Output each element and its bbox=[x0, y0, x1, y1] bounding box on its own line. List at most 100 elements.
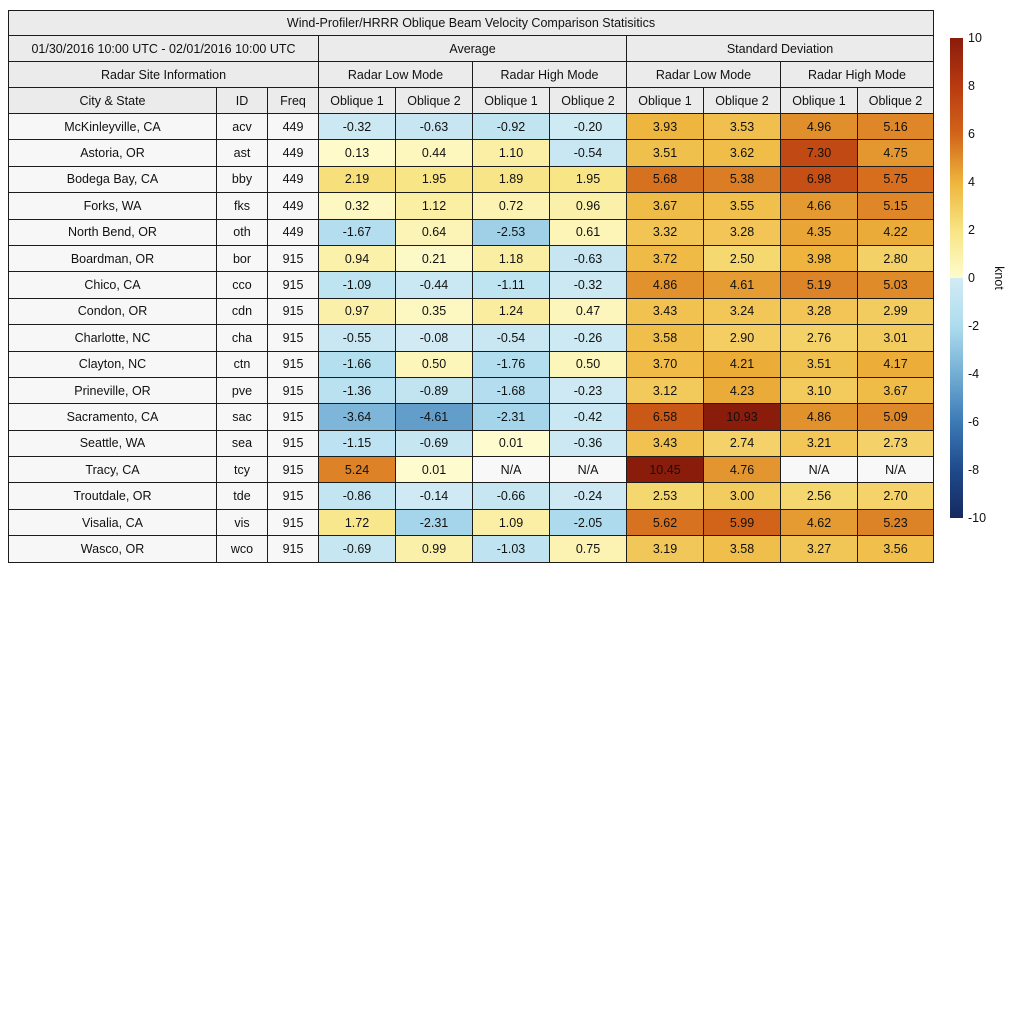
freq-cell: 915 bbox=[267, 403, 319, 431]
value-cell: 5.15 bbox=[857, 192, 934, 220]
value-cell: 3.67 bbox=[857, 376, 934, 405]
colorbar-tick-label: -2 bbox=[968, 319, 980, 333]
value-cell: 3.19 bbox=[626, 535, 704, 563]
value-cell: 0.97 bbox=[318, 297, 396, 326]
date-range-label: 01/30/2016 10:00 UTC - 02/01/2016 10:00 … bbox=[8, 35, 319, 62]
city-cell: Chico, CA bbox=[8, 271, 217, 299]
value-cell: 2.53 bbox=[626, 482, 704, 510]
value-cell: 5.62 bbox=[626, 508, 704, 537]
value-cell: -2.53 bbox=[472, 218, 550, 246]
value-cell: 3.32 bbox=[626, 218, 704, 246]
value-cell: 3.53 bbox=[703, 112, 781, 141]
colorbar-tick-label: 4 bbox=[968, 175, 975, 189]
colorbar-tick-label: 2 bbox=[968, 223, 975, 237]
city-cell: Tracy, CA bbox=[8, 456, 217, 484]
value-cell: 3.21 bbox=[780, 429, 858, 458]
table-row: McKinleyville, CA acv 449 -0.32 -0.63 -0.92 -0… bbox=[8, 112, 934, 141]
std-low-mode-header: Radar Low Mode bbox=[626, 61, 781, 88]
city-cell: Seattle, WA bbox=[8, 429, 217, 458]
value-cell: 6.98 bbox=[780, 165, 858, 194]
col-header-freq: Freq bbox=[267, 87, 319, 114]
value-cell: 2.19 bbox=[318, 165, 396, 194]
value-cell: 5.38 bbox=[703, 165, 781, 194]
id-cell: ast bbox=[216, 139, 268, 167]
colorbar-tick-label: -10 bbox=[968, 511, 987, 525]
value-cell: -0.66 bbox=[472, 482, 550, 510]
value-cell: 4.22 bbox=[857, 218, 934, 246]
value-cell: 0.96 bbox=[549, 192, 627, 220]
id-cell: wco bbox=[216, 535, 268, 563]
value-cell: 5.75 bbox=[857, 165, 934, 194]
value-cell: 1.72 bbox=[318, 508, 396, 537]
city-cell: Wasco, OR bbox=[8, 535, 217, 563]
value-cell: 1.18 bbox=[472, 244, 550, 273]
value-cell: -0.55 bbox=[318, 324, 396, 352]
value-cell: 4.96 bbox=[780, 112, 858, 141]
avg-high-mode-header: Radar High Mode bbox=[472, 61, 627, 88]
value-cell: 0.50 bbox=[395, 350, 473, 378]
value-cell: 4.23 bbox=[703, 376, 781, 405]
colorbar-axis-label: knot bbox=[992, 266, 1006, 290]
value-cell: 3.43 bbox=[626, 429, 704, 458]
value-cell: -0.32 bbox=[549, 271, 627, 299]
value-cell: -4.61 bbox=[395, 403, 473, 431]
group-header-row: 01/30/2016 10:00 UTC - 02/01/2016 10:00 … bbox=[8, 35, 934, 62]
id-cell: ctn bbox=[216, 350, 268, 378]
value-cell: 5.23 bbox=[857, 508, 934, 537]
value-cell: -1.36 bbox=[318, 376, 396, 405]
value-cell: 2.70 bbox=[857, 482, 934, 510]
value-cell: -1.03 bbox=[472, 535, 550, 563]
value-cell: -0.23 bbox=[549, 376, 627, 405]
col-header-oblique1: Oblique 1 bbox=[626, 87, 704, 114]
freq-cell: 915 bbox=[267, 297, 319, 326]
freq-cell: 915 bbox=[267, 508, 319, 537]
value-cell: 0.99 bbox=[395, 535, 473, 563]
col-header-oblique1: Oblique 1 bbox=[318, 87, 396, 114]
value-cell: 4.66 bbox=[780, 192, 858, 220]
id-cell: tde bbox=[216, 482, 268, 510]
table-row: Prineville, OR pve 915 -1.36 -0.89 -1.68 -0.23… bbox=[8, 376, 934, 405]
colorbar-tick-label: 0 bbox=[968, 271, 975, 285]
average-group-header: Average bbox=[318, 35, 627, 62]
value-cell: 5.99 bbox=[703, 508, 781, 537]
value-cell: 2.50 bbox=[703, 244, 781, 273]
freq-cell: 915 bbox=[267, 429, 319, 458]
freq-cell: 449 bbox=[267, 218, 319, 246]
value-cell: 5.16 bbox=[857, 112, 934, 141]
value-cell: 0.94 bbox=[318, 244, 396, 273]
table-row: Chico, CA cco 915 -1.09 -0.44 -1.11 -0.32 4.86 4… bbox=[8, 271, 934, 299]
colorbar-tick-label: -8 bbox=[968, 463, 980, 477]
value-cell: 3.70 bbox=[626, 350, 704, 378]
city-cell: Forks, WA bbox=[8, 192, 217, 220]
freq-cell: 449 bbox=[267, 165, 319, 194]
value-cell: 0.72 bbox=[472, 192, 550, 220]
value-cell: 1.09 bbox=[472, 508, 550, 537]
value-cell: 2.76 bbox=[780, 324, 858, 352]
value-cell: -1.68 bbox=[472, 376, 550, 405]
value-cell: -0.20 bbox=[549, 112, 627, 141]
value-cell: -0.26 bbox=[549, 324, 627, 352]
value-cell: -0.92 bbox=[472, 112, 550, 141]
value-cell: 4.35 bbox=[780, 218, 858, 246]
value-cell: -0.44 bbox=[395, 271, 473, 299]
col-header-oblique2: Oblique 2 bbox=[857, 87, 934, 114]
value-cell: 3.00 bbox=[703, 482, 781, 510]
col-header-oblique2: Oblique 2 bbox=[549, 87, 627, 114]
city-cell: Clayton, NC bbox=[8, 350, 217, 378]
id-cell: tcy bbox=[216, 456, 268, 484]
value-cell: 1.89 bbox=[472, 165, 550, 194]
value-cell: 3.43 bbox=[626, 297, 704, 326]
value-cell: 3.72 bbox=[626, 244, 704, 273]
colorbar-gradient bbox=[950, 38, 963, 518]
city-cell: North Bend, OR bbox=[8, 218, 217, 246]
col-header-oblique2: Oblique 2 bbox=[395, 87, 473, 114]
value-cell: -0.69 bbox=[395, 429, 473, 458]
value-cell: 1.24 bbox=[472, 297, 550, 326]
value-cell: 3.24 bbox=[703, 297, 781, 326]
value-cell: 4.17 bbox=[857, 350, 934, 378]
value-cell: 0.75 bbox=[549, 535, 627, 563]
table-row: Sacramento, CA sac 915 -3.64 -4.61 -2.31 -0.42… bbox=[8, 403, 934, 431]
freq-cell: 449 bbox=[267, 112, 319, 141]
value-cell: -2.31 bbox=[395, 508, 473, 537]
value-cell: 5.68 bbox=[626, 165, 704, 194]
